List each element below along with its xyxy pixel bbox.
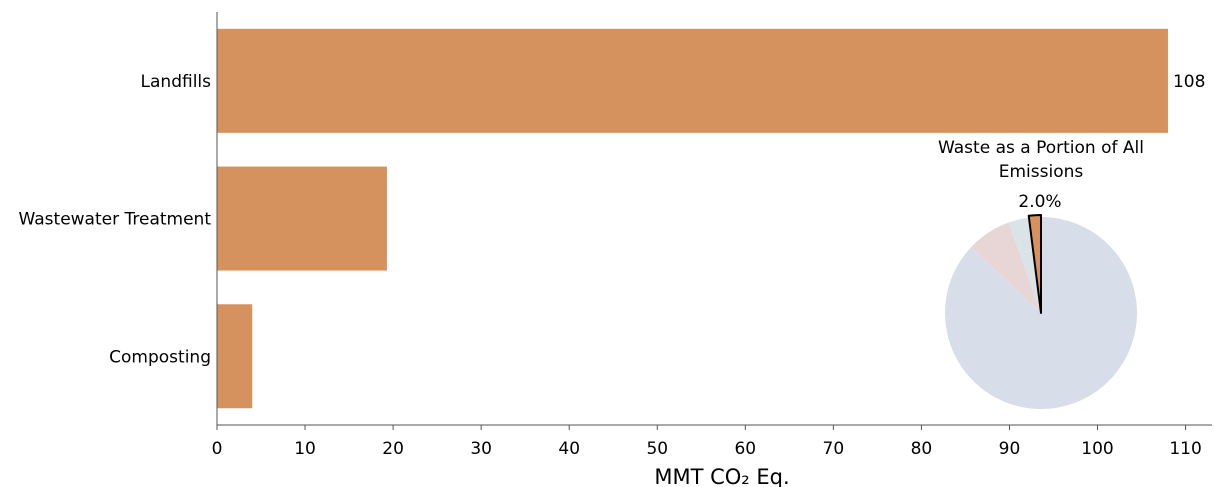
x-tick-label-110: 110 (1169, 439, 1201, 459)
x-tick-label-20: 20 (382, 439, 404, 459)
x-axis: 0 10 20 30 40 50 60 70 80 90 100 110 (212, 424, 1212, 459)
bar-wastewater-treatment (217, 166, 387, 271)
x-tick-label-40: 40 (558, 439, 580, 459)
pie-slice-label: 2.0% (1018, 192, 1061, 212)
y-axis: Landfills Wastewater Treatment Composting (19, 12, 218, 425)
pie-inset: 2.0% (944, 192, 1137, 410)
x-tick-label-0: 0 (212, 439, 223, 459)
pie-title-line-1: Waste as a Portion of All (938, 138, 1144, 158)
x-tick-label-80: 80 (911, 439, 933, 459)
x-axis-label: MMT CO₂ Eq. (654, 465, 789, 487)
pie-slice-2 (971, 222, 1041, 313)
pie-slice-1 (1008, 217, 1041, 313)
bars-layer: 108 (217, 28, 1205, 409)
bar-landfills (217, 28, 1168, 133)
x-tick-label-60: 60 (734, 439, 756, 459)
bar-composting (217, 304, 253, 409)
x-tick-label-50: 50 (646, 439, 668, 459)
pie-title-line-2: Emissions (999, 162, 1084, 182)
y-tick-label-wastewater-treatment: Wastewater Treatment (19, 210, 212, 230)
data-label-landfills: 108 (1173, 72, 1205, 92)
x-tick-label-10: 10 (294, 439, 316, 459)
y-tick-label-landfills: Landfills (141, 72, 212, 92)
x-tick-label-70: 70 (823, 439, 845, 459)
y-tick-label-composting: Composting (109, 347, 211, 367)
x-tick-label-90: 90 (999, 439, 1021, 459)
x-tick-label-100: 100 (1081, 439, 1113, 459)
pie-slice-waste (1027, 214, 1042, 314)
x-tick-label-30: 30 (470, 439, 492, 459)
